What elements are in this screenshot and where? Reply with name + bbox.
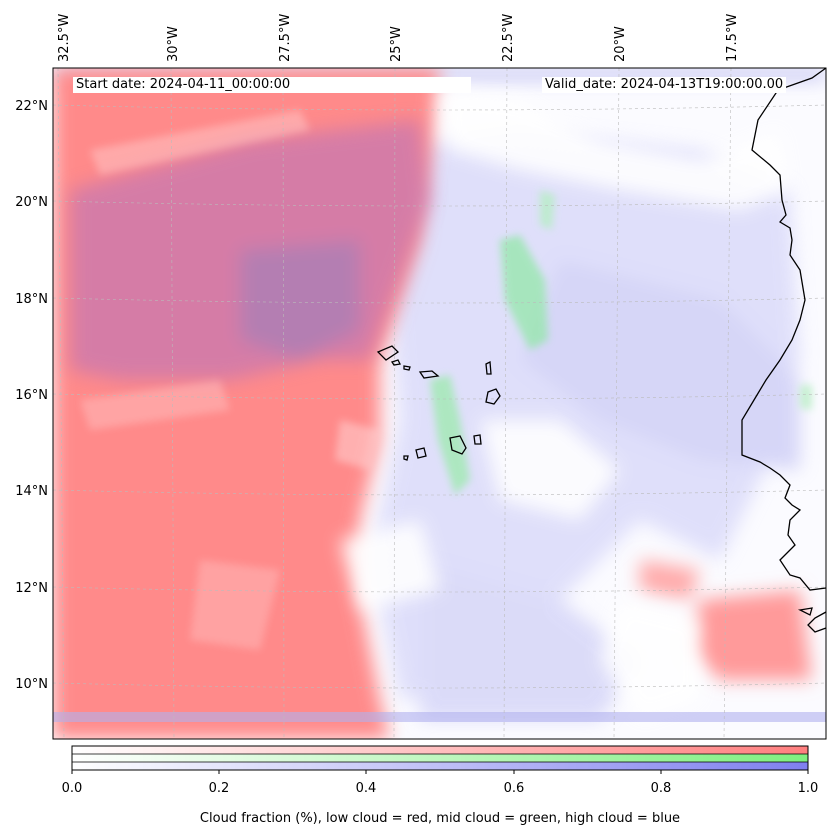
lat-label: 18°N [15, 292, 48, 307]
colorbar-tick: 0.8 [651, 781, 672, 796]
map-frame [52, 67, 827, 740]
colorbar-label: Cloud fraction (%), low cloud = red, mid… [200, 811, 680, 826]
longitude-labels: 32.5°W 30°W 27.5°W 25°W 22.5°W 20°W 17.5… [57, 14, 740, 62]
lat-label: 16°N [15, 388, 48, 403]
colorbar-high-cloud [72, 762, 808, 770]
coastline [376, 67, 827, 633]
start-date-label: Start date: 2024-04-11_00:00:00 [73, 77, 471, 93]
colorbar-tick: 1.0 [798, 781, 819, 796]
valid-date-label: Valid_date: 2024-04-13T19:00:00.00 [542, 77, 787, 93]
colorbar-tick: 0.2 [209, 781, 230, 796]
lon-label: 22.5°W [501, 14, 516, 62]
colorbar-tick: 0.4 [356, 781, 377, 796]
lon-label: 27.5°W [278, 14, 293, 62]
colorbar-tick: 0.0 [62, 781, 83, 796]
colorbar-mid-cloud [72, 754, 808, 762]
colorbar: 0.0 0.2 0.4 0.6 0.8 1.0 Cloud fraction (… [62, 745, 819, 826]
lon-label: 32.5°W [57, 14, 72, 62]
lat-label: 14°N [15, 484, 48, 499]
lon-label: 30°W [166, 26, 181, 62]
lat-label: 22°N [15, 99, 48, 114]
lon-label: 25°W [389, 26, 404, 62]
colorbar-tick: 0.6 [504, 781, 525, 796]
cloud-field [53, 68, 826, 739]
gridlines [52, 67, 827, 740]
lat-label: 12°N [15, 581, 48, 596]
colorbar-low-cloud [72, 746, 808, 754]
lon-label: 20°W [613, 26, 628, 62]
lon-label: 17.5°W [725, 14, 740, 62]
lat-label: 10°N [15, 677, 48, 692]
lat-label: 20°N [15, 195, 48, 210]
latitude-labels: 22°N 20°N 18°N 16°N 14°N 12°N 10°N [15, 99, 48, 692]
